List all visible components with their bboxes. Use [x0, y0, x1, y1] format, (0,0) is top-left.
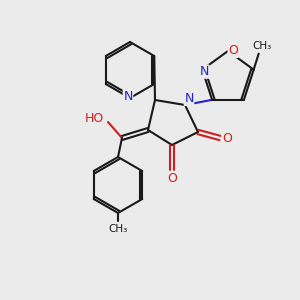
Text: CH₃: CH₃ [252, 41, 271, 51]
Text: O: O [228, 44, 238, 58]
Text: N: N [184, 92, 194, 106]
Text: HO: HO [84, 112, 104, 124]
Text: CH₃: CH₃ [108, 224, 128, 234]
Text: O: O [222, 131, 232, 145]
Text: N: N [200, 65, 209, 78]
Text: N: N [123, 89, 133, 103]
Text: O: O [167, 172, 177, 184]
